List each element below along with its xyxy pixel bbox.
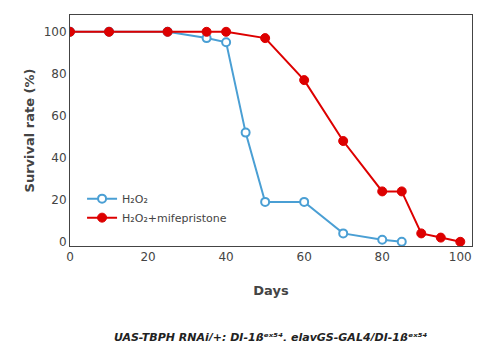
svg-text:60: 60 <box>51 109 66 123</box>
svg-text:UAS-TBPH RNAi/+; DJ-1βᵉˣ⁵⁴, el: UAS-TBPH RNAi/+; DJ-1βᵉˣ⁵⁴, elavGS-GAL4/… <box>114 331 428 341</box>
svg-text:100: 100 <box>44 25 67 39</box>
svg-text:40: 40 <box>218 250 233 264</box>
svg-text:Survival rate (%): Survival rate (%) <box>22 69 37 193</box>
svg-text:60: 60 <box>297 250 312 264</box>
svg-text:0: 0 <box>59 235 67 249</box>
svg-text:80: 80 <box>51 67 66 81</box>
svg-text:20: 20 <box>51 193 66 207</box>
svg-text:80: 80 <box>375 250 390 264</box>
svg-text:20: 20 <box>140 250 155 264</box>
svg-text:0: 0 <box>66 250 74 264</box>
svg-text:40: 40 <box>51 151 66 165</box>
svg-text:H₂O₂: H₂O₂ <box>122 193 148 206</box>
svg-text:100: 100 <box>449 250 472 264</box>
svg-text:Days: Days <box>253 283 289 298</box>
svg-text:H₂O₂+mifepristone: H₂O₂+mifepristone <box>122 212 227 225</box>
